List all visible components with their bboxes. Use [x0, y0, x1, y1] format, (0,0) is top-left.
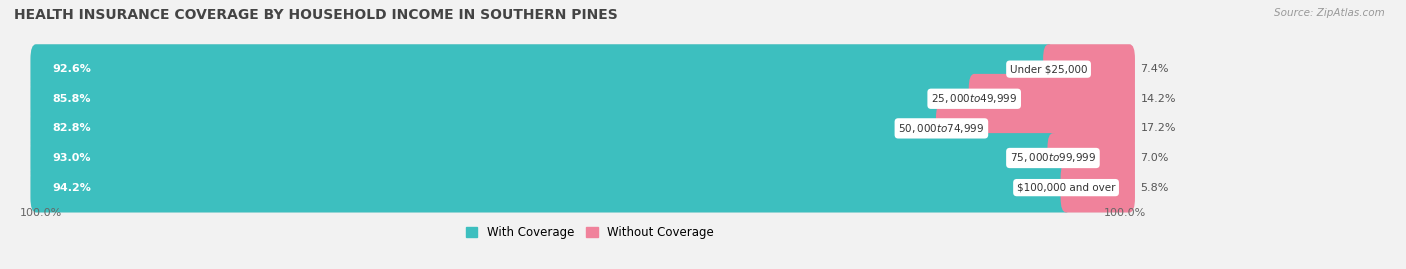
Text: 7.0%: 7.0% — [1140, 153, 1168, 163]
Text: 17.2%: 17.2% — [1140, 123, 1175, 133]
FancyBboxPatch shape — [31, 44, 1054, 94]
Text: 100.0%: 100.0% — [1104, 208, 1146, 218]
FancyBboxPatch shape — [31, 104, 946, 153]
FancyBboxPatch shape — [1043, 44, 1135, 94]
FancyBboxPatch shape — [31, 74, 1135, 124]
FancyBboxPatch shape — [31, 44, 1135, 94]
Text: $25,000 to $49,999: $25,000 to $49,999 — [931, 92, 1018, 105]
Text: 5.8%: 5.8% — [1140, 183, 1168, 193]
FancyBboxPatch shape — [1060, 163, 1135, 213]
FancyBboxPatch shape — [936, 104, 1135, 153]
Legend: With Coverage, Without Coverage: With Coverage, Without Coverage — [465, 226, 714, 239]
FancyBboxPatch shape — [31, 133, 1059, 183]
Text: 82.8%: 82.8% — [52, 123, 91, 133]
FancyBboxPatch shape — [1047, 133, 1135, 183]
Text: 14.2%: 14.2% — [1140, 94, 1175, 104]
FancyBboxPatch shape — [31, 163, 1071, 213]
Text: 100.0%: 100.0% — [20, 208, 62, 218]
Text: $50,000 to $74,999: $50,000 to $74,999 — [898, 122, 984, 135]
FancyBboxPatch shape — [969, 74, 1135, 124]
FancyBboxPatch shape — [31, 104, 1135, 153]
Text: Under $25,000: Under $25,000 — [1010, 64, 1087, 74]
Text: 94.2%: 94.2% — [52, 183, 91, 193]
FancyBboxPatch shape — [31, 133, 1135, 183]
Text: Source: ZipAtlas.com: Source: ZipAtlas.com — [1274, 8, 1385, 18]
FancyBboxPatch shape — [31, 163, 1135, 213]
Text: HEALTH INSURANCE COVERAGE BY HOUSEHOLD INCOME IN SOUTHERN PINES: HEALTH INSURANCE COVERAGE BY HOUSEHOLD I… — [14, 8, 617, 22]
Text: $100,000 and over: $100,000 and over — [1017, 183, 1115, 193]
Text: 85.8%: 85.8% — [52, 94, 91, 104]
Text: 92.6%: 92.6% — [52, 64, 91, 74]
FancyBboxPatch shape — [31, 74, 980, 124]
Text: 93.0%: 93.0% — [52, 153, 91, 163]
Text: $75,000 to $99,999: $75,000 to $99,999 — [1010, 151, 1097, 165]
Text: 7.4%: 7.4% — [1140, 64, 1168, 74]
